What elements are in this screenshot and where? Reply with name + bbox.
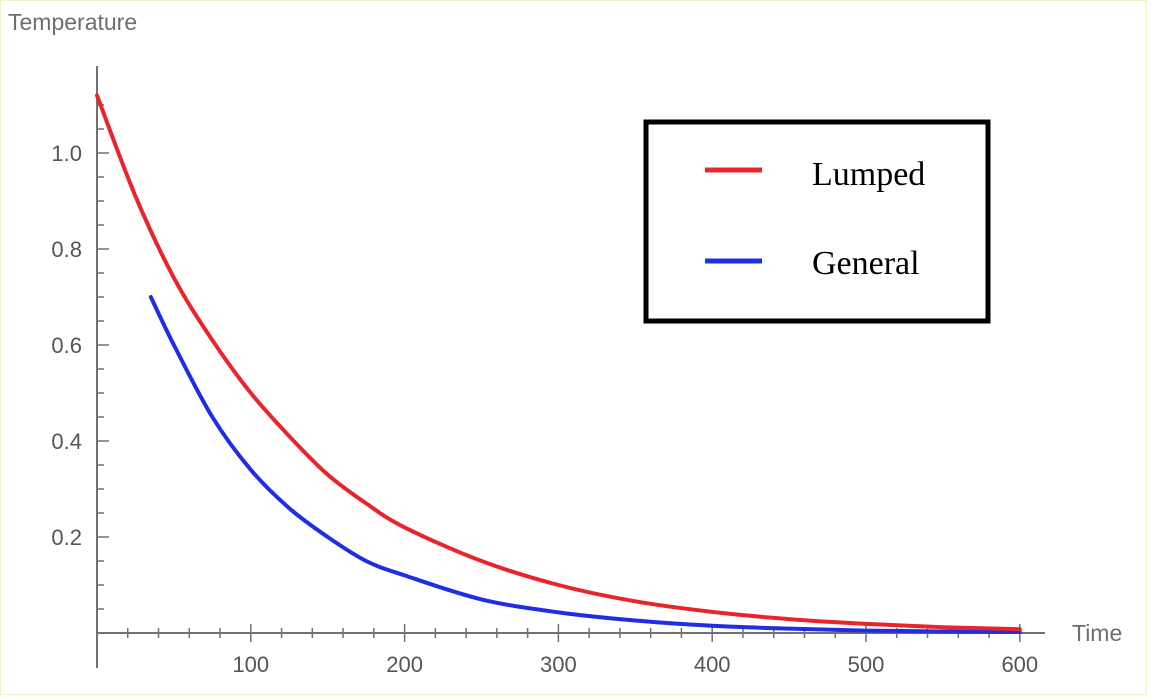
series-line-general [148, 295, 1022, 635]
series-group [95, 93, 1022, 635]
x-tick-label: 200 [386, 652, 423, 677]
x-ticks [127, 624, 1021, 642]
x-tick-label: 300 [540, 652, 577, 677]
x-axis-title: Time [1072, 620, 1122, 646]
series-line-lumped [95, 93, 1022, 632]
y-tick-label: 0.8 [51, 237, 82, 262]
x-tick-label: 600 [1001, 652, 1038, 677]
legend-label-general: General [812, 245, 920, 282]
y-tick-label: 0.4 [51, 429, 82, 454]
x-tick-label: 100 [232, 652, 269, 677]
y-tick-label: 0.2 [51, 525, 82, 550]
y-tick-label: 0.6 [51, 333, 82, 358]
y-axis-title: Temperature [8, 9, 137, 35]
legend-label-lumped: Lumped [812, 156, 925, 193]
legend-box [643, 119, 991, 324]
y-tick-labels: 0.2 0.4 0.6 0.8 1.0 [51, 141, 82, 550]
x-tick-label: 500 [848, 652, 885, 677]
y-ticks [97, 104, 109, 610]
y-tick-label: 1.0 [51, 141, 82, 166]
legend: Lumped General [643, 119, 991, 324]
x-tick-labels: 100 200 300 400 500 600 [232, 652, 1038, 677]
x-tick-label: 400 [694, 652, 731, 677]
